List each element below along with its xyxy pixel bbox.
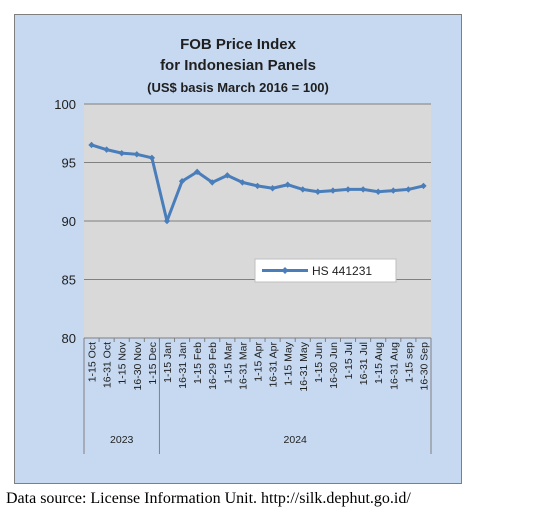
chart-title-line-1: FOB Price Index [180,36,297,53]
x-tick-label: 16-31 Jul [358,342,370,385]
data-point [193,168,201,176]
x-tick-label: 1-15 Nov [117,341,129,384]
y-tick-label: 100 [54,97,76,112]
data-point [390,187,397,194]
year-group-label: 2023 [110,434,134,446]
series-layer [88,141,427,225]
x-tick-label: 16-31 May [298,341,310,391]
x-tick-label: 1-15 Dec [147,342,159,385]
x-tick-label: 16-31 Oct [102,342,114,388]
legend-marker-swatch [281,267,289,274]
data-point [103,146,110,153]
x-tick-label: 16-30 Sep [418,342,430,391]
x-tick-label: 1-15 sep [403,342,415,383]
data-point [329,187,337,194]
y-tick-label: 95 [62,156,76,171]
x-tick-label: 1-15 Oct [87,342,99,382]
x-tick-label: 16-30 Jun [328,342,340,389]
x-tick-label: 16-31 Jan [177,342,189,389]
x-tick-label: 16-31 Mar [237,342,249,390]
x-tick-label: 1-15 Feb [192,342,204,384]
data-point [163,217,171,225]
data-point [239,179,246,186]
chart-svg: FOB Price Index for Indonesian Panels (U… [54,36,432,454]
x-tick-label: 16-31 Apr [268,342,280,388]
x-tick-label: 1-15 Jun [313,342,325,383]
year-group-label: 2024 [284,434,308,446]
data-point [269,185,276,192]
data-point [178,178,186,185]
x-tick-label: 16-30 Nov [132,341,144,390]
data-point [148,154,156,162]
legend: HS 441231 [254,258,397,283]
data-point [118,149,125,157]
data-point [359,186,367,193]
y-tick-label: 90 [62,214,76,229]
data-point [314,188,322,195]
chart-title: FOB Price Index for Indonesian Panels (U… [147,36,329,95]
x-axis: 1-15 Oct 16-31 Oct 1-15 Nov 16-30 Nov 1-15 D… [83,337,432,454]
x-tick-label: 1-15 Jan [162,342,174,383]
data-point [209,179,216,186]
data-source-note: Data source: License Information Unit. h… [6,490,411,507]
x-tick-label: 1-15 Jul [343,342,355,379]
data-point [420,182,427,190]
data-point [224,172,231,179]
chart-title-line-2: for Indonesian Panels [160,57,316,74]
data-point [374,188,382,195]
x-tick-label: 1-15 Apr [253,342,265,382]
y-tick-label: 80 [62,331,76,346]
y-axis-ticks: 80 85 90 95 100 [54,97,76,346]
x-tick-label: 16-31 Aug [388,342,400,390]
data-point [133,151,141,158]
legend-label: HS 441231 [312,264,372,278]
data-point [254,182,261,190]
data-point [299,186,306,193]
x-tick-label: 1-15 May [283,341,295,386]
chart-subtitle: (US$ basis March 2016 = 100) [147,80,329,95]
legend-box [254,258,397,283]
x-tick-label: 16-29 Feb [207,342,219,390]
y-tick-label: 85 [62,273,76,288]
data-point [405,186,412,193]
data-point [344,186,352,193]
data-point [284,181,291,188]
x-tick-label: 1-15 Mar [222,341,234,384]
data-point [88,141,95,149]
x-tick-label: 1-15 Aug [373,342,385,384]
